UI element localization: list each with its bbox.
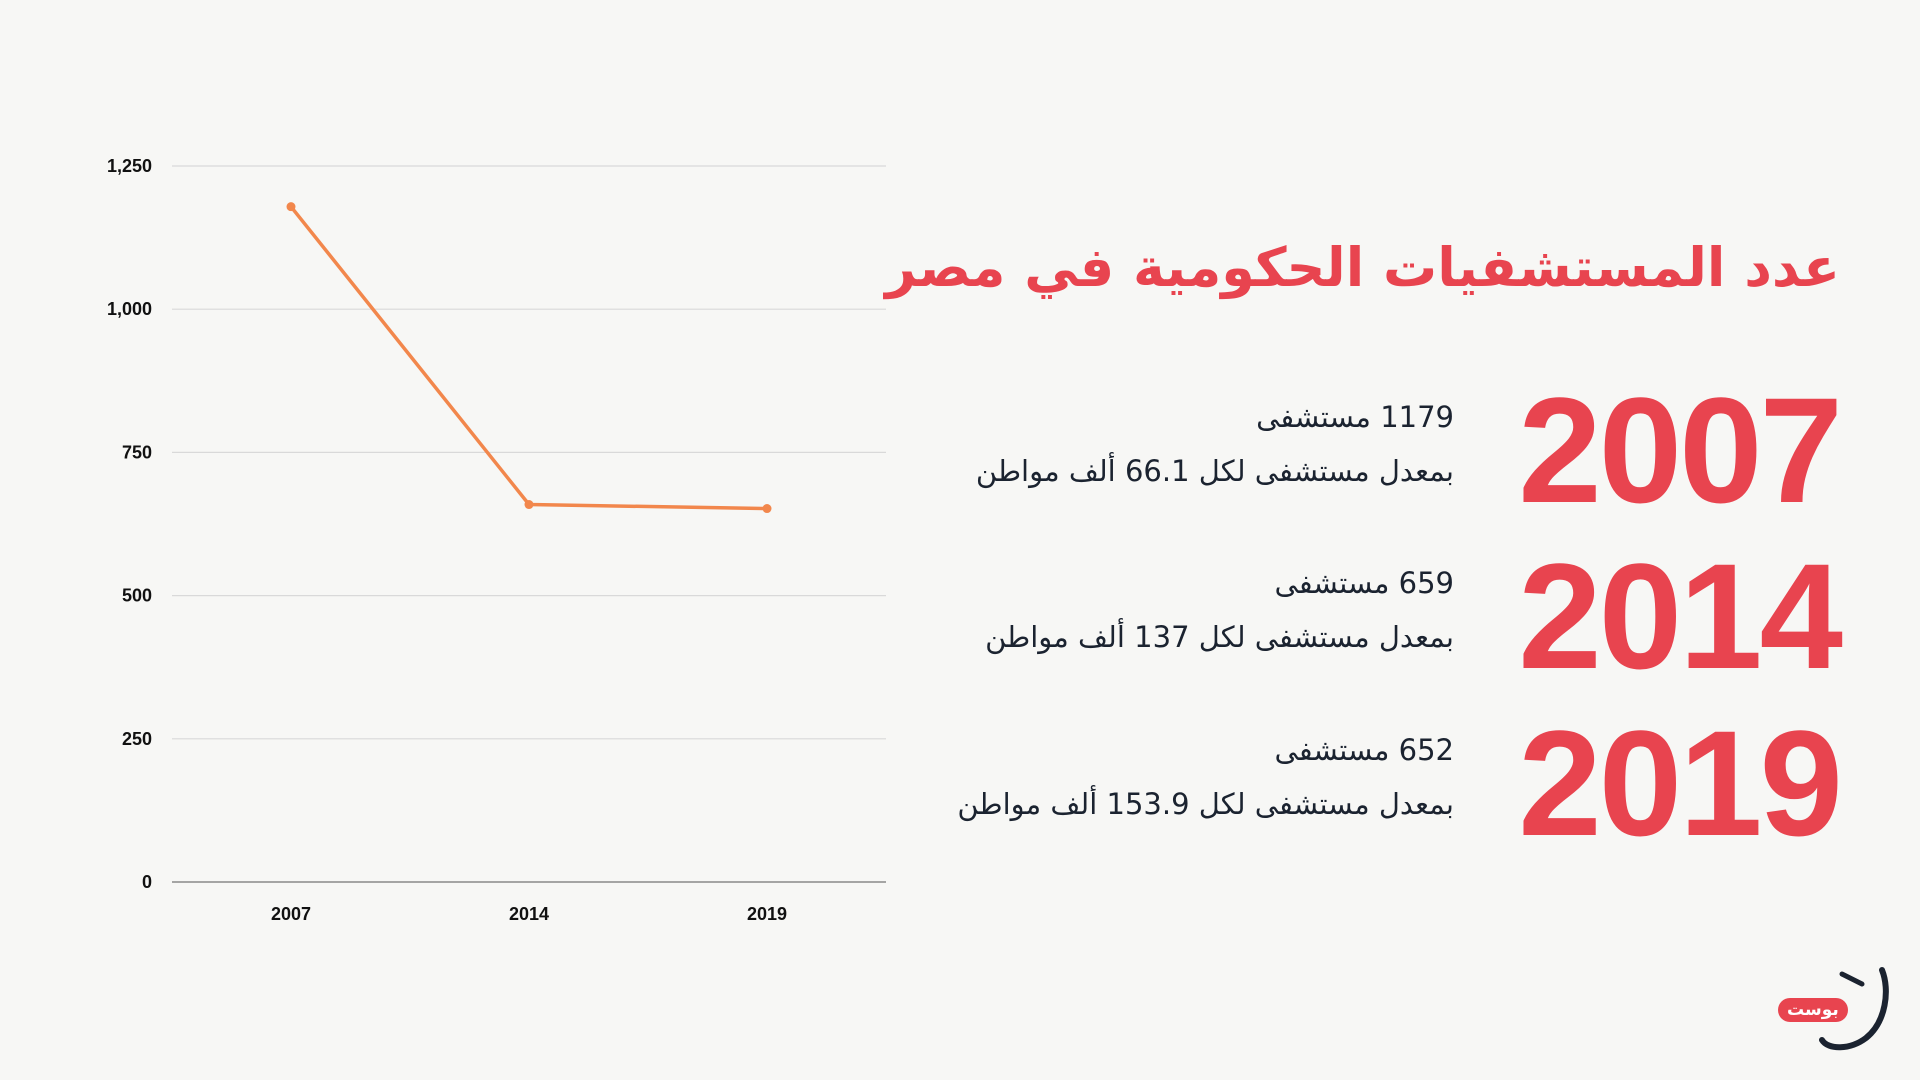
nun-letter-logo-icon (1819, 967, 1889, 1051)
year-entry-2019: 2019 652 مستشفى بمعدل مستشفى لكل 153.9 أ… (840, 699, 1843, 867)
hospital-count-text: 652 مستشفى (1274, 733, 1454, 767)
hospital-count-text: 1179 مستشفى (1256, 400, 1454, 434)
y-tick-label: 1,000 (107, 299, 152, 319)
y-tick-label: 750 (122, 442, 152, 462)
y-tick-label: 500 (122, 586, 152, 606)
year-entry-2014: 2014 659 مستشفى بمعدل مستشفى لكل 137 ألف… (840, 532, 1843, 700)
x-tick-label: 2019 (747, 904, 787, 924)
hospital-rate-text: بمعدل مستشفى لكل 137 ألف مواطن (985, 620, 1454, 654)
hospital-rate-text: بمعدل مستشفى لكل 66.1 ألف مواطن (975, 454, 1454, 488)
y-tick-label: 0 (142, 872, 152, 892)
logo-text: بوست (1778, 998, 1848, 1022)
brand-logo: بوست (1778, 960, 1898, 1060)
year-label: 2014 (1518, 532, 1843, 700)
chart-gridlines (172, 165, 886, 883)
x-tick-label: 2014 (509, 904, 549, 924)
x-tick-label: 2007 (271, 904, 311, 924)
hospital-rate-text: بمعدل مستشفى لكل 153.9 ألف مواطن (957, 787, 1454, 821)
year-entry-2007: 2007 1179 مستشفى بمعدل مستشفى لكل 66.1 أ… (840, 366, 1843, 534)
data-point (762, 504, 772, 514)
chart-series (286, 202, 772, 514)
y-tick-label: 1,250 (107, 156, 152, 176)
year-label: 2019 (1518, 699, 1843, 867)
y-tick-label: 250 (122, 729, 152, 749)
year-description: 1179 مستشفى بمعدل مستشفى لكل 66.1 ألف مو… (976, 390, 1454, 498)
line-chart: 0 250 500 750 1,000 1,250 2007 2014 2019 (107, 156, 886, 924)
hospital-count-text: 659 مستشفى (1274, 566, 1454, 600)
year-description: 659 مستشفى بمعدل مستشفى لكل 137 ألف مواط… (985, 556, 1454, 664)
year-label: 2007 (1518, 366, 1843, 534)
series-line (289, 204, 769, 511)
data-point (524, 500, 534, 510)
year-description: 652 مستشفى بمعدل مستشفى لكل 153.9 ألف مو… (957, 723, 1454, 831)
chart-title: عدد المستشفيات الحكومية في مصر (885, 236, 1840, 299)
data-point (286, 202, 296, 212)
y-axis-tick-labels: 0 250 500 750 1,000 1,250 (107, 156, 152, 892)
x-axis-tick-labels: 2007 2014 2019 (271, 904, 787, 924)
